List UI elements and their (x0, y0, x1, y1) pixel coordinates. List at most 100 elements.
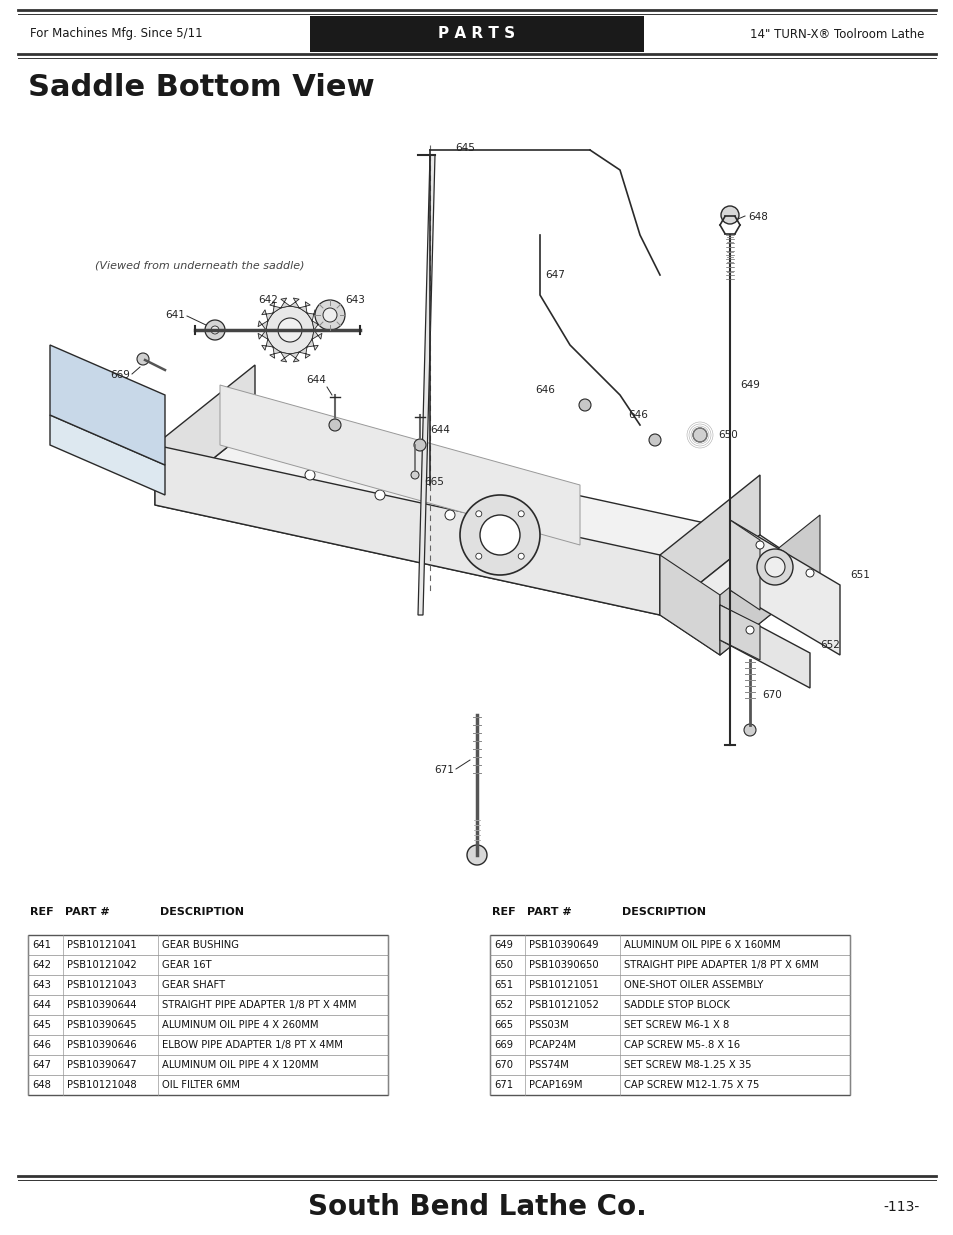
Text: 642: 642 (32, 960, 51, 969)
Text: 665: 665 (494, 1020, 513, 1030)
Bar (28, 1074, 388, 1095)
Text: 644: 644 (32, 1000, 51, 1010)
Polygon shape (154, 445, 659, 615)
Text: 651: 651 (494, 981, 513, 990)
Text: 646: 646 (32, 1040, 51, 1050)
Polygon shape (729, 520, 760, 610)
Circle shape (517, 511, 523, 516)
Text: 644: 644 (306, 375, 326, 385)
Text: PSB10121048: PSB10121048 (67, 1079, 136, 1091)
Text: South Bend Lathe Co.: South Bend Lathe Co. (307, 1193, 646, 1221)
Text: GEAR 16T: GEAR 16T (162, 960, 212, 969)
Circle shape (414, 438, 426, 451)
Bar (490, 955, 849, 974)
Circle shape (323, 308, 336, 322)
Text: PSS74M: PSS74M (529, 1060, 568, 1070)
Circle shape (305, 471, 314, 480)
Text: 671: 671 (434, 764, 454, 776)
Text: PSB10390645: PSB10390645 (67, 1020, 136, 1030)
Circle shape (757, 550, 792, 585)
Text: 669: 669 (110, 370, 130, 380)
Text: PCAP169M: PCAP169M (529, 1079, 582, 1091)
Text: GEAR BUSHING: GEAR BUSHING (162, 940, 239, 950)
Polygon shape (290, 352, 299, 362)
Text: 641: 641 (165, 310, 185, 320)
Text: 14" TURN-X® Toolroom Lathe: 14" TURN-X® Toolroom Lathe (749, 27, 923, 41)
Text: PSB10390644: PSB10390644 (67, 1000, 136, 1010)
Polygon shape (280, 352, 290, 362)
Text: PSB10390650: PSB10390650 (529, 960, 598, 969)
Polygon shape (417, 156, 435, 615)
Text: PART #: PART # (65, 906, 110, 918)
Circle shape (476, 553, 481, 559)
Text: PSB10390649: PSB10390649 (529, 940, 598, 950)
Polygon shape (299, 301, 310, 312)
Polygon shape (659, 475, 760, 615)
Circle shape (467, 845, 486, 864)
Polygon shape (261, 310, 273, 321)
Text: PCAP24M: PCAP24M (529, 1040, 576, 1050)
Text: Saddle Bottom View: Saddle Bottom View (28, 73, 375, 101)
Bar (490, 974, 849, 995)
Text: 649: 649 (494, 940, 513, 950)
Circle shape (211, 326, 219, 333)
Text: (Viewed from underneath the saddle): (Viewed from underneath the saddle) (95, 261, 304, 270)
Text: 670: 670 (761, 690, 781, 700)
Polygon shape (720, 605, 809, 688)
Text: 647: 647 (544, 270, 564, 280)
Text: 642: 642 (258, 295, 277, 305)
Bar (28, 1035, 388, 1055)
Text: PSB10121052: PSB10121052 (529, 1000, 598, 1010)
Bar (28, 955, 388, 974)
Polygon shape (720, 605, 760, 659)
Circle shape (524, 532, 535, 542)
Polygon shape (257, 330, 268, 340)
Text: CAP SCREW M5-.8 X 16: CAP SCREW M5-.8 X 16 (623, 1040, 740, 1050)
Bar (310, 16, 643, 52)
Text: 650: 650 (718, 430, 737, 440)
Text: DESCRIPTION: DESCRIPTION (160, 906, 244, 918)
Circle shape (205, 320, 225, 340)
Circle shape (517, 553, 523, 559)
Polygon shape (270, 301, 280, 312)
Text: 652: 652 (820, 640, 839, 650)
Text: PSB10121043: PSB10121043 (67, 981, 136, 990)
Text: 670: 670 (494, 1060, 513, 1070)
Polygon shape (270, 347, 280, 358)
Circle shape (743, 724, 755, 736)
Polygon shape (659, 535, 820, 655)
Circle shape (444, 510, 455, 520)
Circle shape (459, 495, 539, 576)
Polygon shape (257, 321, 268, 330)
Text: SET SCREW M6-1 X 8: SET SCREW M6-1 X 8 (623, 1020, 728, 1030)
Text: 643: 643 (345, 295, 364, 305)
Text: 652: 652 (494, 1000, 513, 1010)
Polygon shape (312, 330, 321, 340)
Polygon shape (154, 366, 254, 505)
Text: 649: 649 (740, 380, 760, 390)
Text: ALUMINUM OIL PIPE 6 X 160MM: ALUMINUM OIL PIPE 6 X 160MM (623, 940, 780, 950)
Circle shape (692, 429, 706, 442)
Text: -113-: -113- (882, 1200, 919, 1214)
Text: SET SCREW M8-1.25 X 35: SET SCREW M8-1.25 X 35 (623, 1060, 751, 1070)
Bar (28, 974, 388, 995)
Polygon shape (220, 385, 579, 545)
Polygon shape (290, 298, 299, 308)
Circle shape (755, 541, 763, 550)
Text: 665: 665 (423, 477, 443, 487)
Text: CAP SCREW M12-1.75 X 75: CAP SCREW M12-1.75 X 75 (623, 1079, 759, 1091)
Text: 641: 641 (32, 940, 51, 950)
Circle shape (314, 300, 345, 330)
Text: 645: 645 (32, 1020, 51, 1030)
Text: 645: 645 (455, 143, 475, 153)
Circle shape (137, 353, 149, 366)
Text: 669: 669 (494, 1040, 513, 1050)
Circle shape (805, 569, 813, 577)
Polygon shape (729, 520, 840, 655)
Polygon shape (280, 298, 290, 308)
Text: PSB10121051: PSB10121051 (529, 981, 598, 990)
Text: ALUMINUM OIL PIPE 4 X 260MM: ALUMINUM OIL PIPE 4 X 260MM (162, 1020, 318, 1030)
Circle shape (375, 490, 385, 500)
Circle shape (479, 515, 519, 555)
Bar (490, 935, 849, 1095)
